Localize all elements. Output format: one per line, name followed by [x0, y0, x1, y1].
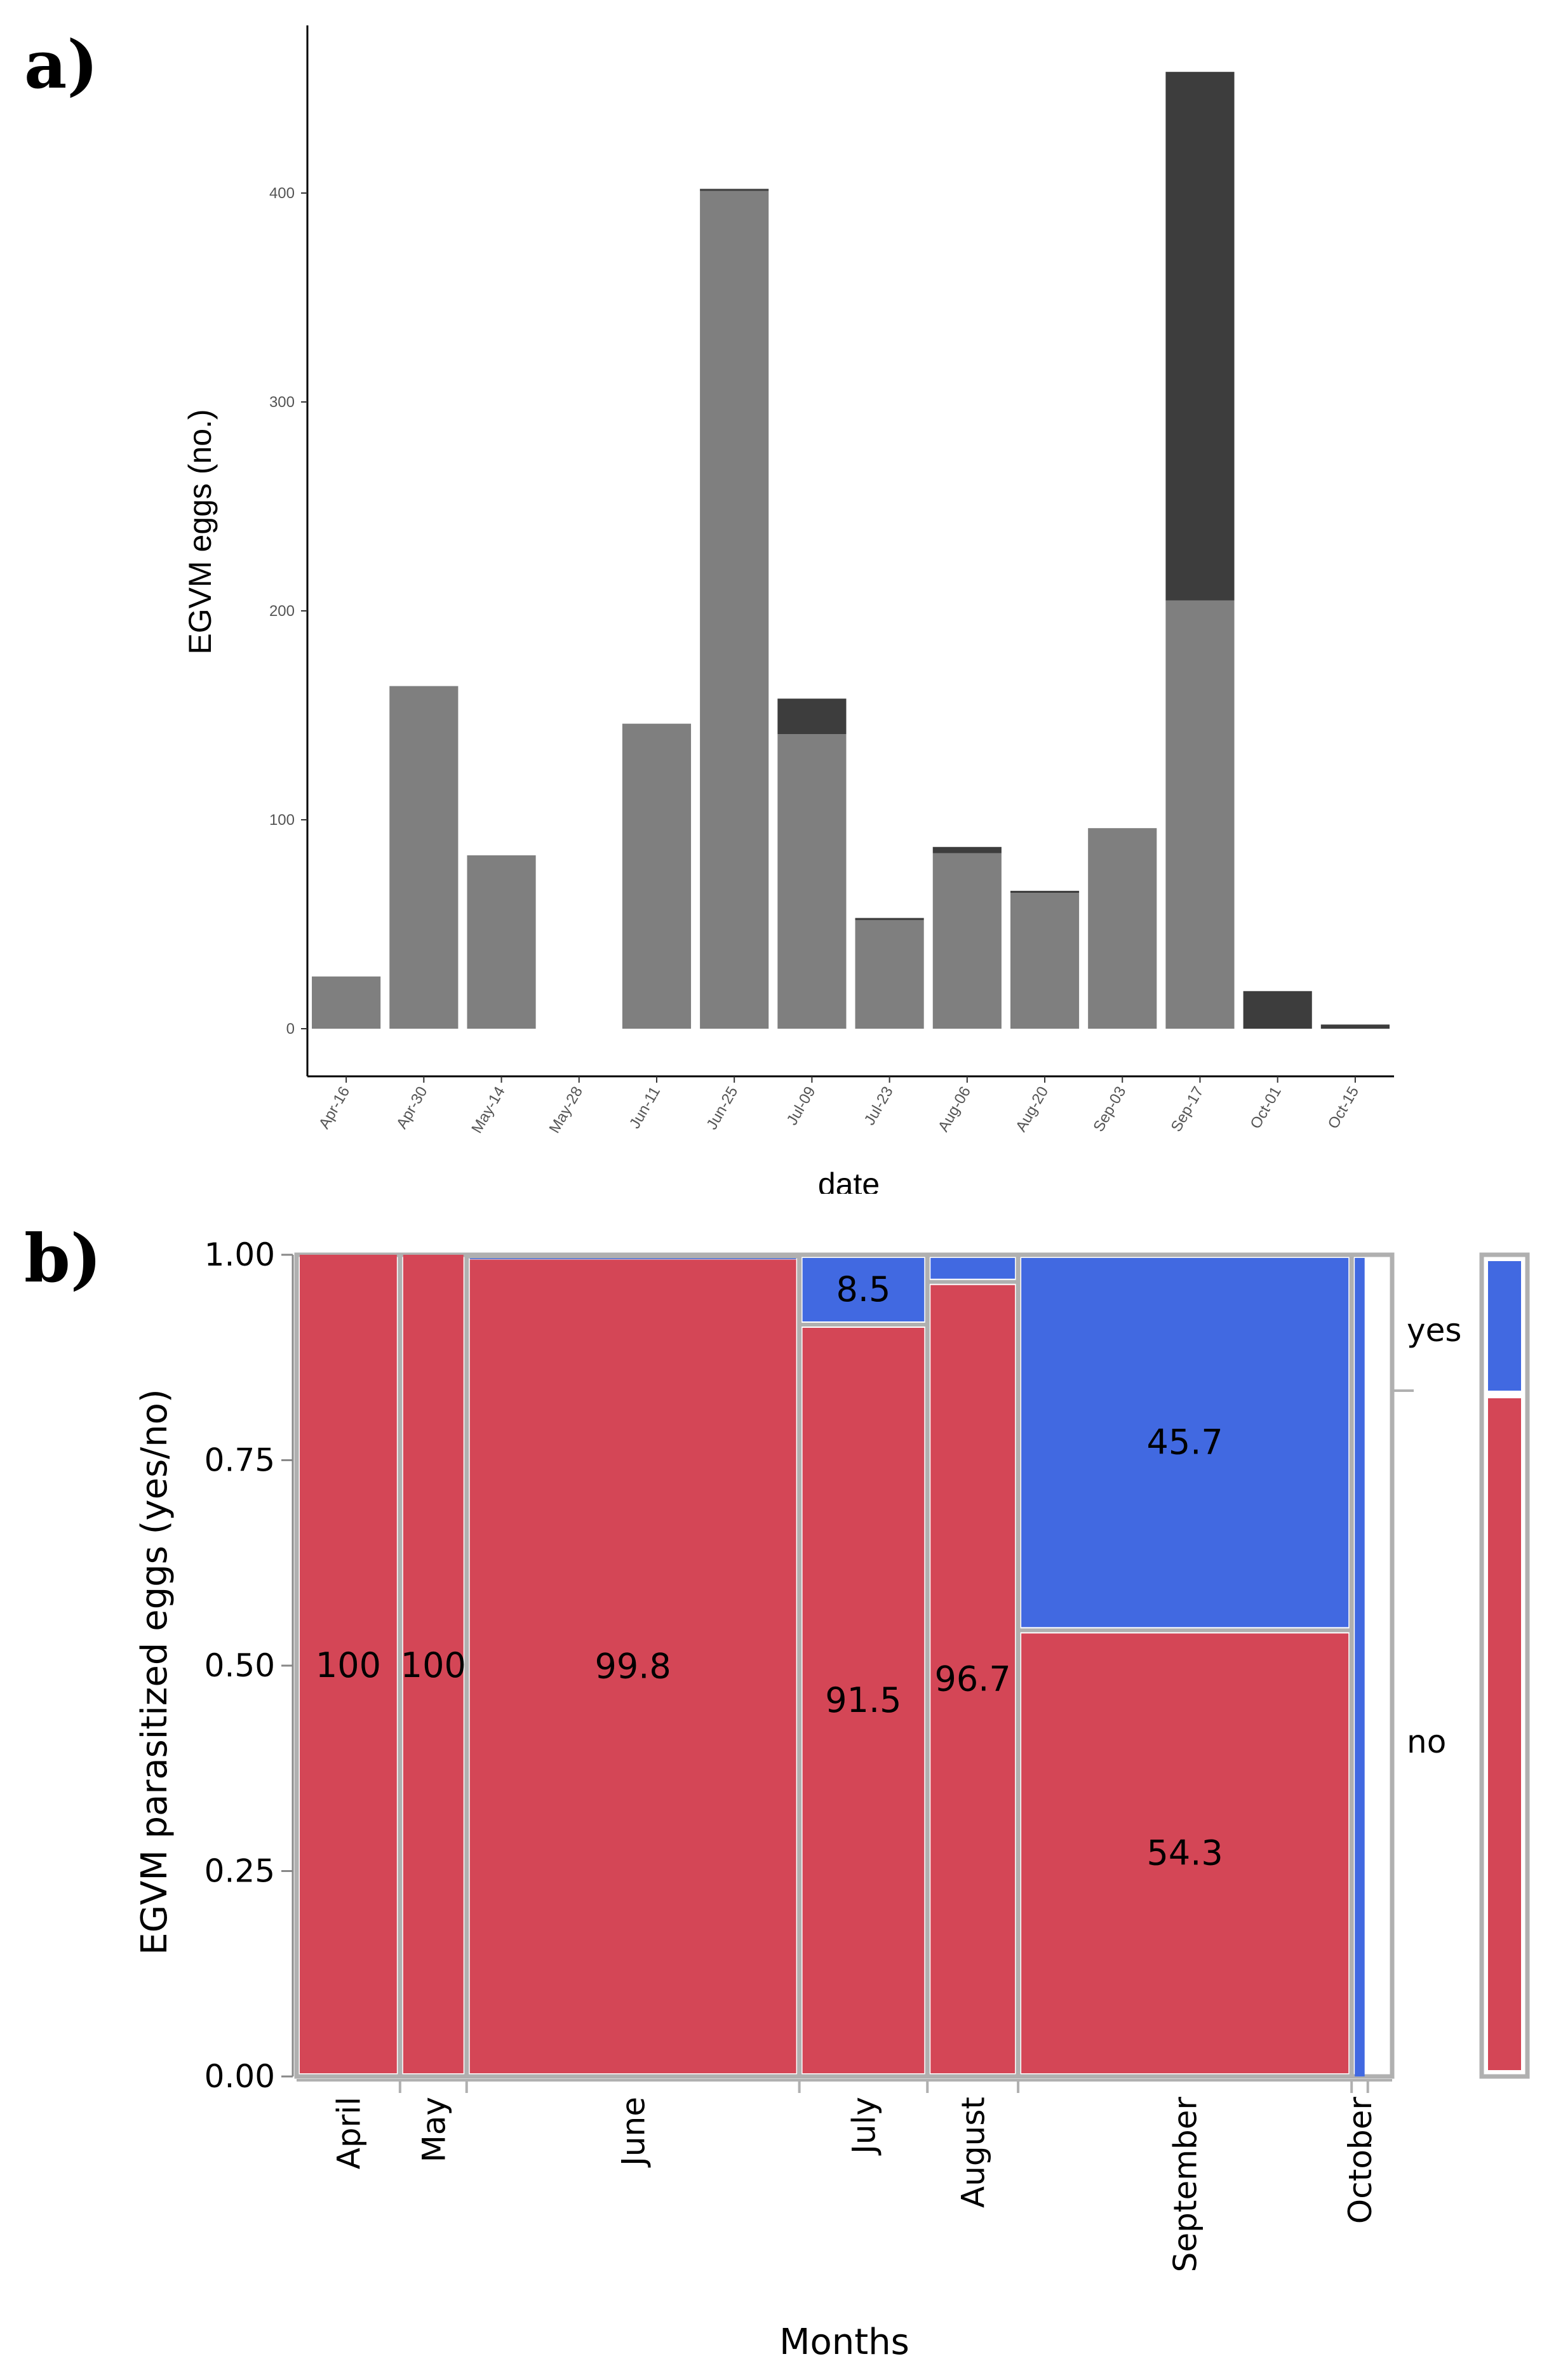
bar-segment-parasitized — [1010, 890, 1080, 893]
chart-a-bar-chart: 0 100 200 300 400 Apr-16 Apr-30 May-14 May-28 Jun… — [182, 25, 1394, 1194]
x-tick-label: July — [845, 2097, 882, 2156]
x-tick-label: May-28 — [546, 1084, 586, 1137]
x-tick-label: Aug-06 — [935, 1084, 974, 1135]
x-tick-label: Apr-30 — [393, 1084, 431, 1132]
x-tick-label: May — [415, 2097, 452, 2162]
cell-label-no: 100 — [316, 1645, 381, 1685]
bar-segment-unparasitized — [389, 686, 459, 1029]
x-tick-label: Jul-09 — [784, 1084, 819, 1128]
y-tick-label: 0.00 — [205, 2058, 275, 2095]
x-tick-label: Jun-11 — [626, 1084, 664, 1132]
y-tick-label: 0.25 — [205, 1853, 275, 1890]
bar-segment-unparasitized — [777, 734, 847, 1029]
cell-label-no: 96.7 — [935, 1659, 1011, 1699]
panel-b-label: b) — [24, 1219, 102, 1297]
x-tick-label: Sep-03 — [1090, 1084, 1129, 1135]
x-tick-label: May-14 — [468, 1084, 508, 1137]
mosaic-cell-no — [802, 1327, 925, 2073]
cell-label-no: 54.3 — [1147, 1833, 1223, 1873]
x-tick-label: Apr-16 — [316, 1084, 353, 1132]
x-tick-label: Oct-01 — [1247, 1084, 1284, 1132]
y-axis-title: EGVM eggs (no.) — [182, 409, 218, 654]
marginal-bar-no — [1488, 1398, 1521, 2070]
bar-segment-unparasitized — [1088, 828, 1157, 1029]
y-tick-label: 400 — [269, 185, 295, 202]
mosaic-cell-yes — [930, 1258, 1016, 1279]
cell-label-yes: 8.5 — [836, 1269, 890, 1309]
mosaic-cell-yes — [1355, 1258, 1365, 2076]
y-axis-title: EGVM parasitized eggs (yes/no) — [134, 1389, 175, 1955]
bar-segment-unparasitized — [467, 855, 536, 1029]
mosaic-cell-yes — [802, 1258, 925, 1321]
cell-label-no: 100 — [401, 1645, 466, 1685]
mosaic-cell-yes — [469, 1258, 796, 1259]
bar-segment-unparasitized — [1165, 600, 1235, 1029]
marginal-bar-yes — [1488, 1261, 1521, 1391]
x-tick-label: June — [615, 2097, 652, 2168]
chart-b-mosaic-plot: 0.00 0.25 0.50 0.75 1.00 100 April 100 May 99.8 Ju… — [134, 1236, 1530, 2363]
mosaic-cell-yes — [1021, 1258, 1349, 1628]
cell-label-yes: 45.7 — [1147, 1422, 1223, 1462]
y-tick-label: 100 — [269, 812, 295, 829]
mosaic-cell-no — [469, 1259, 796, 2073]
bar-segment-unparasitized — [1010, 893, 1080, 1029]
bar-segment-unparasitized — [700, 191, 769, 1029]
bar-segment-unparasitized — [932, 853, 1002, 1029]
bar-segment-unparasitized — [622, 723, 692, 1029]
x-axis-title: Months — [779, 2322, 909, 2363]
legend-label-yes: yes — [1407, 1312, 1461, 1349]
mosaic-cell-no — [300, 1255, 397, 2073]
x-tick-label: Oct-15 — [1325, 1084, 1362, 1132]
mosaic-cell-no — [930, 1285, 1016, 2073]
bar-segment-unparasitized — [855, 919, 924, 1029]
cell-label-no: 99.8 — [595, 1646, 671, 1686]
mosaic-cell-no — [1021, 1633, 1349, 2073]
x-tick-label: Sep-17 — [1168, 1084, 1207, 1135]
bar-segment-parasitized — [1165, 72, 1235, 601]
y-tick-label: 0.50 — [205, 1647, 275, 1684]
x-tick-label: September — [1167, 2097, 1204, 2273]
x-tick-label: October — [1342, 2097, 1379, 2224]
y-tick-label: 1.00 — [205, 1236, 275, 1273]
cell-label-no: 91.5 — [825, 1680, 901, 1720]
y-tick-label: 0 — [286, 1020, 295, 1038]
y-tick-label: 0.75 — [205, 1442, 275, 1479]
x-tick-label: Jun-25 — [703, 1084, 741, 1133]
x-tick-label: Jul-23 — [861, 1084, 897, 1128]
bar-segment-parasitized — [1243, 991, 1312, 1029]
bar-segment-unparasitized — [312, 976, 381, 1029]
mosaic-cell-no — [403, 1255, 464, 2073]
y-tick-label: 200 — [269, 603, 295, 620]
legend-label-no: no — [1407, 1723, 1446, 1760]
x-tick-label: Aug-20 — [1012, 1084, 1052, 1135]
bar-segment-parasitized — [855, 918, 924, 920]
bar-segment-parasitized — [1320, 1024, 1390, 1029]
panel-a-label: a) — [24, 25, 98, 104]
x-tick-label: April — [330, 2097, 367, 2169]
x-tick-label: August — [955, 2097, 992, 2208]
x-axis-title: date — [818, 1167, 880, 1194]
bar-segment-parasitized — [932, 846, 1002, 853]
bar-segment-parasitized — [777, 699, 847, 735]
bar-segment-parasitized — [700, 189, 769, 191]
y-tick-label: 300 — [269, 394, 295, 411]
